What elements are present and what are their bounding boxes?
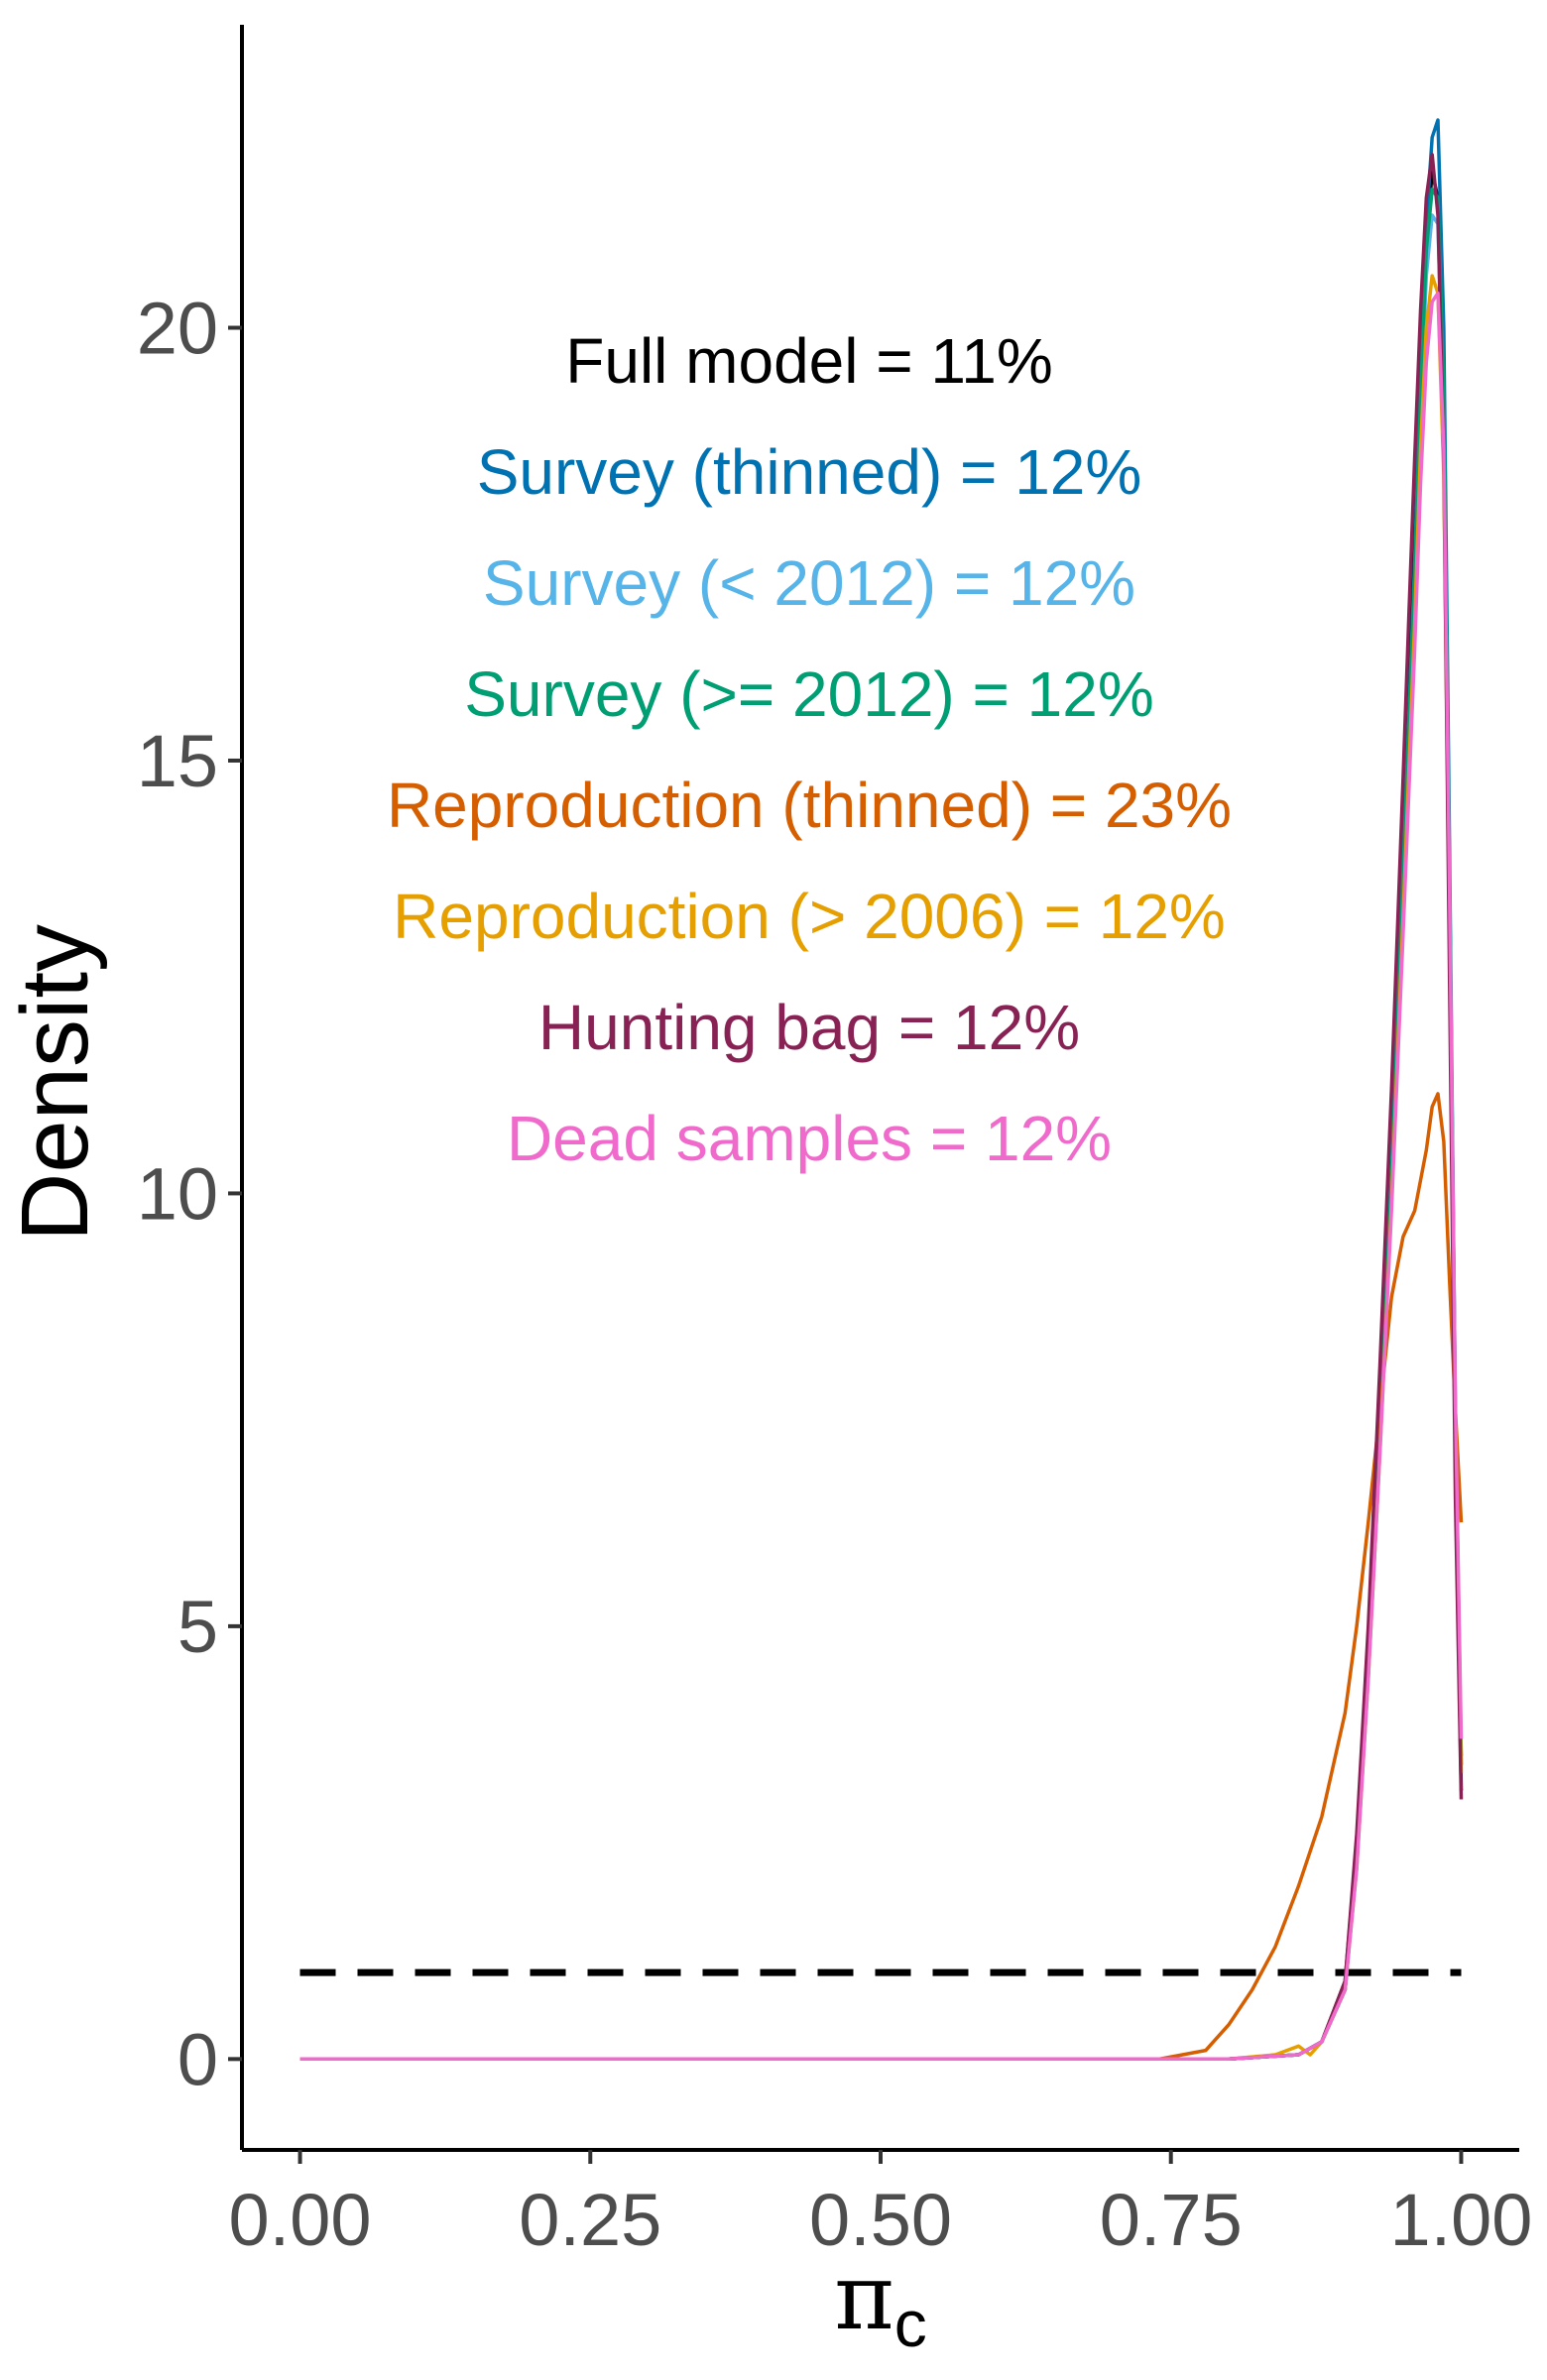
y-tick-label: 5 xyxy=(178,1586,218,1668)
annotation-label-4: Reproduction (thinned) = 23% xyxy=(387,770,1232,841)
x-tick-label: 1.00 xyxy=(1389,2179,1532,2261)
annotation-label-3: Survey (>= 2012) = 12% xyxy=(464,658,1154,730)
annotation-label-6: Hunting bag = 12% xyxy=(538,992,1080,1063)
x-tick-label: 0.00 xyxy=(229,2179,372,2261)
y-axis-title: Density xyxy=(2,924,108,1242)
y-tick-label: 15 xyxy=(137,720,218,802)
x-tick-label: 0.25 xyxy=(519,2179,661,2261)
annotation-label-7: Dead samples = 12% xyxy=(507,1103,1112,1174)
x-tick-label: 0.75 xyxy=(1100,2179,1243,2261)
y-tick-label: 10 xyxy=(137,1152,218,1235)
tick-layer: 0 5 10 15 20 0.00 0.25 0.50 0.75 1.00 xyxy=(137,288,1533,2261)
annotation-label-5: Reproduction (> 2006) = 12% xyxy=(393,881,1226,952)
x-axis-title: πc xyxy=(834,2244,926,2360)
x-axis-title-main: π xyxy=(834,2244,893,2350)
annotation-label-1: Survey (thinned) = 12% xyxy=(477,436,1142,508)
series-layer xyxy=(299,118,1464,2062)
y-tick-label: 20 xyxy=(137,288,218,370)
x-axis-title-sub: c xyxy=(894,2287,927,2360)
series-line-1 xyxy=(299,118,1464,2062)
x-tick-label: 0.50 xyxy=(809,2179,952,2261)
annotation-label-0: Full model = 11% xyxy=(565,325,1053,397)
annotation-label-2: Survey (< 2012) = 12% xyxy=(483,547,1135,619)
series-line-4 xyxy=(299,1092,1464,2062)
annotation-layer: Full model = 11% Survey (thinned) = 12% Su… xyxy=(387,325,1232,1174)
y-tick-label: 0 xyxy=(178,2018,218,2100)
series-line-7 xyxy=(299,291,1464,2062)
